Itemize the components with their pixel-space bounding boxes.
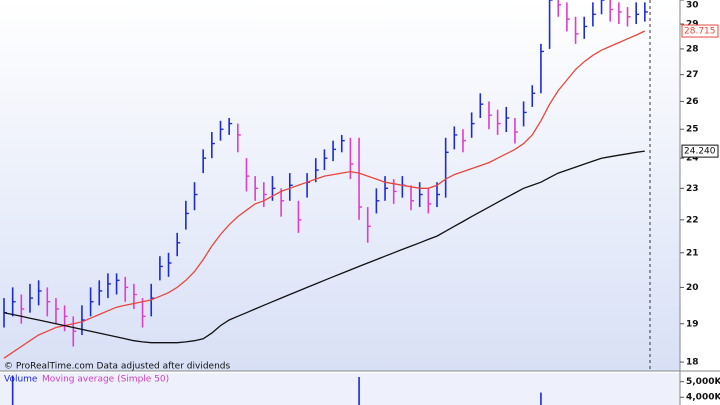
- last-value-label: 28.715: [684, 27, 716, 37]
- y-tick-label: 22: [686, 215, 699, 225]
- last-value-box: [681, 24, 719, 38]
- volume-tick-label: 4,000K: [686, 393, 720, 403]
- y-tick-label: 19: [686, 319, 699, 329]
- y-tick-label: 25: [686, 125, 699, 135]
- y-tick-label: 29: [686, 20, 699, 30]
- last-value-box: [681, 144, 719, 158]
- y-tick-label: 26: [686, 97, 699, 107]
- volume-label: Volume: [4, 375, 38, 385]
- y-tick-label: 18: [686, 358, 699, 368]
- y-tick-label: 30: [686, 1, 699, 11]
- volume-panel: [0, 373, 680, 405]
- credit: © ProRealTime.com Data adjusted after di…: [4, 362, 230, 372]
- indicator-label: Moving average (Simple 50): [42, 375, 169, 385]
- y-tick-label: 23: [686, 184, 699, 194]
- last-value-label: 24.240: [684, 147, 716, 157]
- moving-average-line: [3, 150, 645, 344]
- y-tick-label: 27: [686, 70, 699, 80]
- volume-tick-label: 5,000K: [686, 377, 720, 387]
- moving-average-line: [3, 30, 646, 359]
- y-tick-label: 28: [686, 44, 699, 54]
- y-tick-label: 24: [686, 154, 699, 164]
- y-tick-label: 20: [686, 283, 699, 293]
- price-panel: [0, 0, 680, 371]
- y-tick-label: 21: [686, 248, 699, 258]
